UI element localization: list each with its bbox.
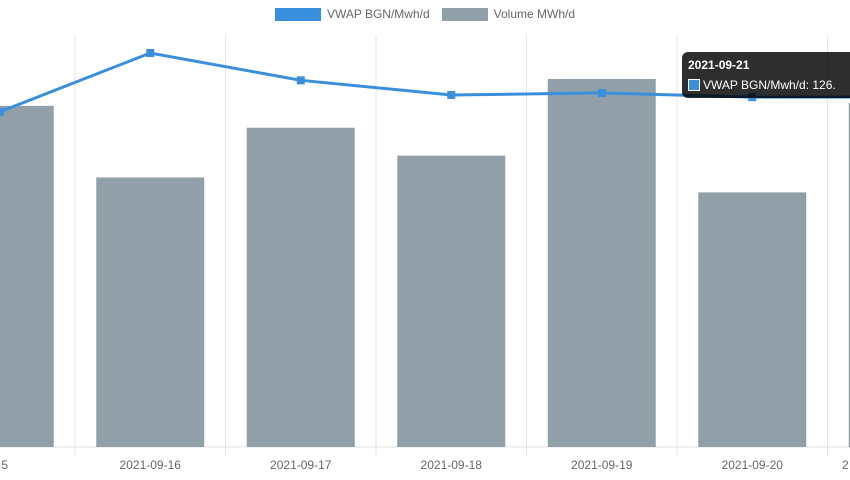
vwap-point-2021-09-15[interactable] <box>0 107 4 116</box>
tooltip-value: VWAP BGN/Mwh/d: 126. <box>703 78 836 92</box>
bar-volume-2021-09-20[interactable] <box>698 192 807 447</box>
vwap-point-2021-09-19[interactable] <box>597 88 606 97</box>
legend-item-volume[interactable]: Volume MWh/d <box>441 7 576 21</box>
x-tick-label: 5 <box>1 458 8 472</box>
bar-volume-2021-09-21[interactable] <box>848 102 850 447</box>
bar-volume-2021-09-15[interactable] <box>0 105 54 447</box>
x-tick-label: 2021-09-19 <box>571 458 633 472</box>
legend-item-vwap[interactable]: VWAP BGN/Mwh/d <box>274 7 430 21</box>
legend-swatch-volume <box>441 7 488 21</box>
bar-volume-2021-09-18[interactable] <box>397 155 506 447</box>
tooltip-title: 2021-09-21 <box>688 58 750 72</box>
x-tick-label: 2 <box>842 458 849 472</box>
bar-volume-2021-09-19[interactable] <box>547 79 656 447</box>
x-tick-label: 2021-09-20 <box>722 458 784 472</box>
legend-label-vwap: VWAP BGN/Mwh/d <box>326 7 430 21</box>
vwap-point-2021-09-16[interactable] <box>146 49 155 57</box>
vwap-point-2021-09-18[interactable] <box>447 91 456 100</box>
bar-series <box>0 79 850 448</box>
vwap-point-2021-09-17[interactable] <box>296 76 305 85</box>
x-axis-ticks: 5 2021-09-16 2021-09-17 2021-09-18 2021-09-1… <box>1 458 849 472</box>
legend-label-volume: Volume MWh/d <box>493 7 576 21</box>
legend-swatch-vwap <box>274 7 321 21</box>
legend: VWAP BGN/Mwh/d Volume MWh/d <box>0 7 850 21</box>
tooltip-swatch <box>688 79 700 91</box>
x-tick-label: 2021-09-16 <box>120 458 182 472</box>
bar-volume-2021-09-17[interactable] <box>246 127 355 447</box>
bar-volume-2021-09-16[interactable] <box>96 177 205 448</box>
x-tick-label: 2021-09-17 <box>270 458 332 472</box>
tooltip: 2021-09-21 VWAP BGN/Mwh/d: 126. <box>682 52 850 98</box>
x-tick-label: 2021-09-18 <box>421 458 483 472</box>
